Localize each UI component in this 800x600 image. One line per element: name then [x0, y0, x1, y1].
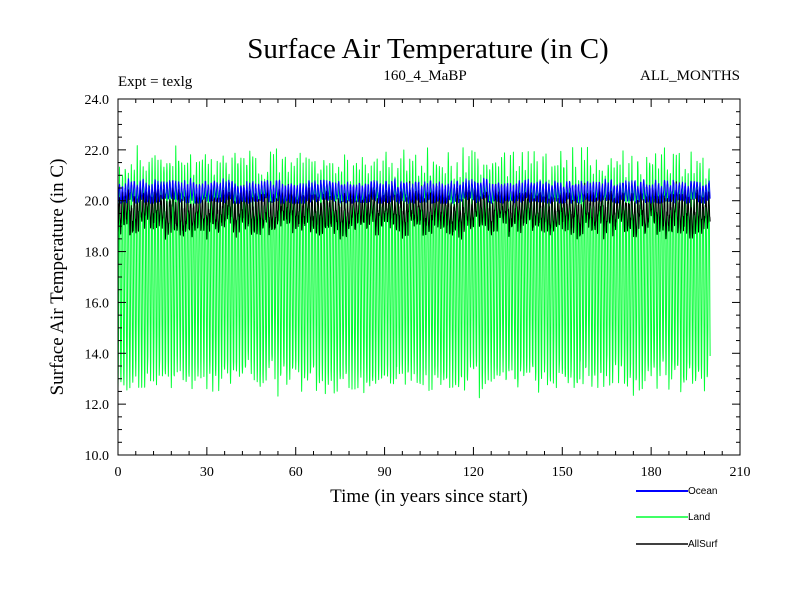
x-tick-label: 30 — [200, 465, 214, 480]
y-tick-label: 22.0 — [85, 144, 110, 159]
y-axis-label: Surface Air Temperature (in C) — [47, 159, 68, 396]
subtitle-left: Expt = texlg — [118, 74, 193, 90]
legend-label-allsurf: AllSurf — [688, 539, 718, 550]
legend: Ocean Land AllSurf — [636, 486, 718, 550]
y-tick-label: 12.0 — [85, 398, 110, 413]
legend-label-ocean: Ocean — [688, 486, 717, 497]
x-tick-label: 210 — [730, 465, 751, 480]
subtitle-center: 160_4_MaBP — [383, 68, 466, 84]
subtitle-right: ALL_MONTHS — [640, 68, 740, 84]
y-tick-label: 14.0 — [85, 347, 110, 362]
legend-label-land: Land — [688, 512, 710, 523]
x-tick-label: 150 — [552, 465, 573, 480]
y-tick-label: 10.0 — [85, 449, 110, 464]
series-line-land — [117, 145, 711, 399]
plot-frame — [117, 98, 741, 456]
series-line-ocean — [117, 177, 711, 204]
chart-title: Surface Air Temperature (in C) — [247, 33, 608, 65]
x-tick-label: 120 — [463, 465, 484, 480]
y-tick-label: 24.0 — [85, 93, 110, 108]
x-tick-label: 0 — [115, 465, 122, 480]
y-tick-label: 20.0 — [85, 195, 110, 210]
y-tick-label: 16.0 — [85, 296, 110, 311]
plot-layer — [117, 145, 711, 399]
axis-layer: 10.0 12.0 14.0 16.0 18.0 20.0 22.0 24.0 0 30 60 90 1… — [85, 93, 751, 480]
y-tick-label: 18.0 — [85, 246, 110, 261]
x-axis-label: Time (in years since start) — [330, 486, 528, 507]
x-tick-label: 90 — [378, 465, 392, 480]
x-tick-label: 180 — [641, 465, 662, 480]
series-line-allsurf — [117, 180, 711, 240]
x-tick-label: 60 — [289, 465, 303, 480]
